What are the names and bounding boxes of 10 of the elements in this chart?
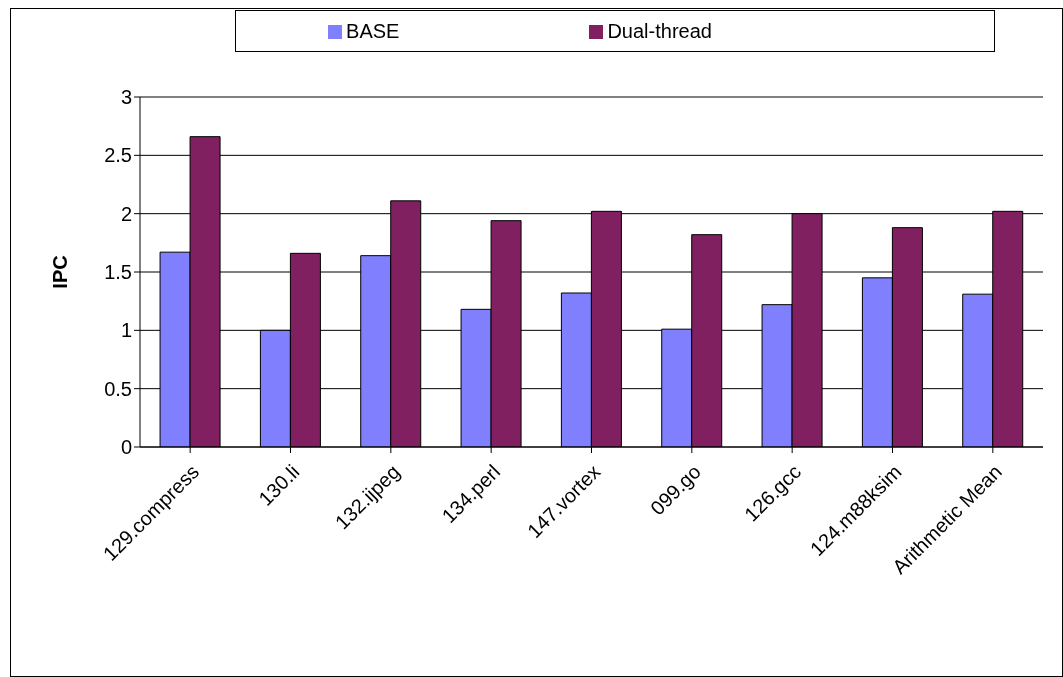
y-tick-label: 1.5 — [104, 261, 132, 284]
y-tick-label: 2 — [120, 202, 132, 225]
y-tick-label: 0.5 — [104, 377, 132, 400]
legend-label: BASE — [346, 19, 400, 42]
legend-label: Dual-thread — [607, 19, 712, 42]
y-tick-label: 2.5 — [104, 144, 132, 167]
y-tick-label: 0 — [120, 436, 132, 459]
y-tick-label: 3 — [120, 86, 132, 109]
y-tick-label: 1 — [120, 319, 132, 342]
y-axis-title: IPC — [49, 255, 72, 289]
